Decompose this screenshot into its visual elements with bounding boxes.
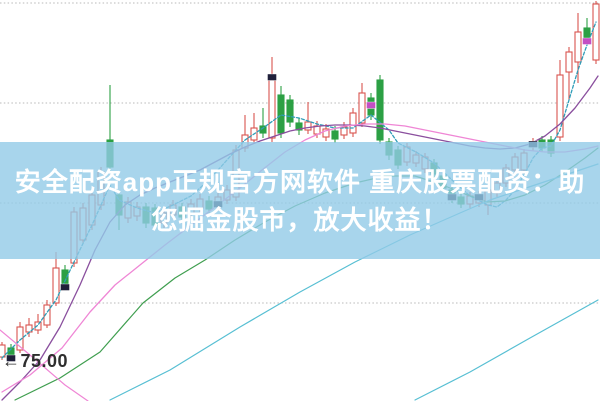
candle-body (295, 122, 303, 131)
candle-body (592, 3, 600, 61)
candle-body (331, 130, 339, 140)
candle-body (52, 267, 60, 304)
candle-body (259, 125, 267, 134)
candle-body (556, 74, 564, 138)
candle-body (277, 94, 285, 134)
ma-cyan-slowest-line (414, 299, 599, 401)
signal-marker-dark (6, 354, 16, 362)
signal-marker-dark (267, 73, 277, 81)
candle-body (358, 92, 366, 124)
candle-body (322, 128, 330, 138)
candle-body (16, 326, 24, 351)
candle-body (349, 112, 357, 134)
signal-marker-magenta (582, 37, 592, 45)
promo-banner-line-1: 安全配资app正规官方网软件 重庆股票配资：助 (14, 166, 586, 197)
candle-body (565, 51, 573, 73)
signal-marker-magenta (366, 101, 376, 109)
candle-body (304, 121, 312, 131)
candle-body (376, 79, 384, 141)
candle-body (574, 31, 582, 63)
pink-lower-band-line (0, 329, 89, 401)
candle-body (268, 79, 276, 139)
candle-body (340, 126, 348, 136)
signal-marker-dark (60, 283, 70, 291)
candle-body (0, 344, 6, 358)
candle-body (43, 304, 51, 326)
candle-body (286, 99, 294, 123)
promo-banner-line-2: 您掘金股市，放大收益！ (151, 204, 449, 235)
candle-body (34, 321, 42, 331)
promo-banner-overlay: 安全配资app正规官方网软件 重庆股票配资：助 您掘金股市，放大收益！ (0, 142, 600, 259)
candle-body (583, 27, 591, 39)
price-marker-label: ←75.00 (2, 351, 69, 371)
